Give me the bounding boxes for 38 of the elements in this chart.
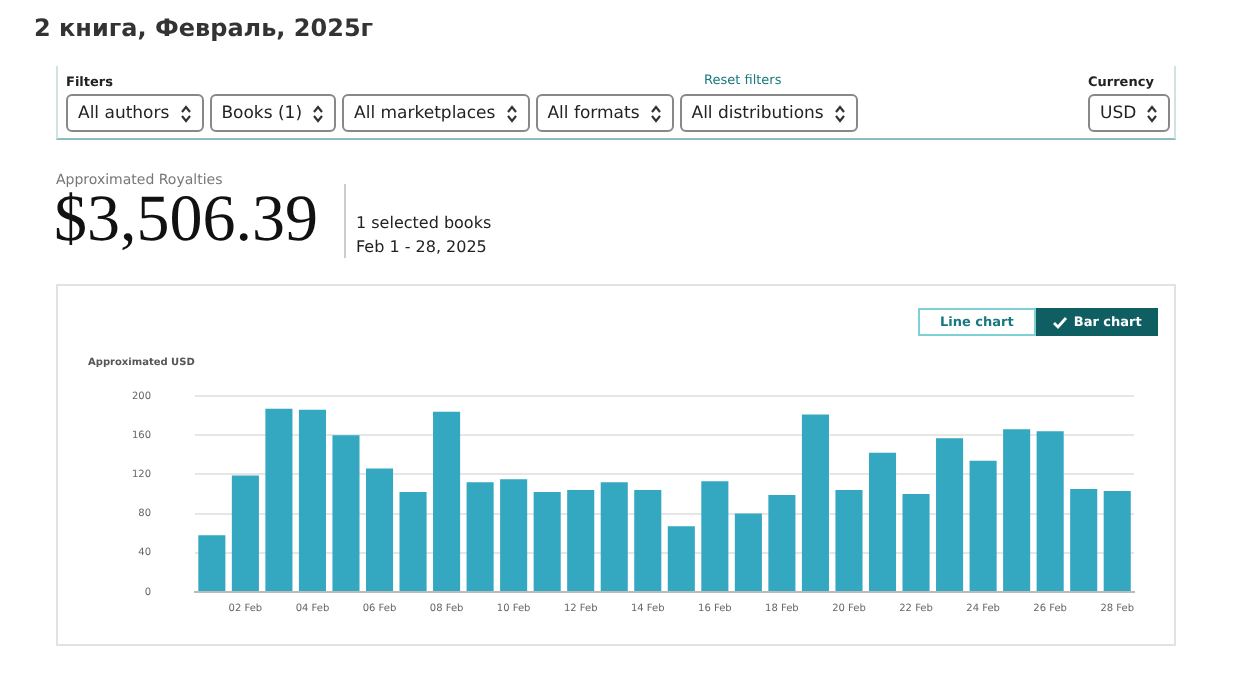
text: All distributions bbox=[679, 94, 858, 132]
text: Books (1) bbox=[209, 94, 337, 132]
bar bbox=[1036, 431, 1064, 591]
bar bbox=[567, 490, 595, 591]
bar bbox=[734, 513, 762, 591]
bar bbox=[231, 475, 259, 591]
text: All authors bbox=[66, 94, 204, 132]
bar bbox=[365, 468, 394, 591]
bar bbox=[701, 481, 729, 591]
bar bbox=[667, 526, 695, 591]
bar bbox=[198, 535, 226, 591]
bar bbox=[902, 494, 930, 591]
bar bbox=[466, 482, 494, 591]
text: USD bbox=[1088, 94, 1171, 132]
bar bbox=[399, 492, 427, 591]
text: 1 selected books bbox=[356, 214, 492, 232]
text: All marketplaces bbox=[342, 94, 530, 132]
chart-title: 2 книга, Февраль, 2025г bbox=[34, 14, 374, 42]
bar bbox=[868, 452, 897, 591]
bar bbox=[1070, 489, 1098, 591]
bar bbox=[533, 492, 561, 591]
bar bbox=[500, 479, 528, 591]
bar bbox=[835, 490, 863, 591]
bar bbox=[433, 411, 461, 591]
bar bbox=[801, 414, 829, 591]
bar bbox=[969, 460, 997, 591]
bar bbox=[936, 438, 964, 591]
bar bbox=[1003, 429, 1031, 591]
text: $3,506.39 bbox=[54, 184, 318, 258]
text: Feb 1 - 28, 2025 bbox=[356, 238, 487, 256]
bar bbox=[332, 435, 360, 591]
bar bbox=[298, 409, 326, 591]
bar bbox=[634, 490, 662, 591]
text: All formats bbox=[535, 94, 674, 132]
bar bbox=[600, 482, 628, 591]
bar bbox=[768, 494, 796, 591]
bar bbox=[265, 408, 293, 591]
bar bbox=[1103, 491, 1131, 591]
